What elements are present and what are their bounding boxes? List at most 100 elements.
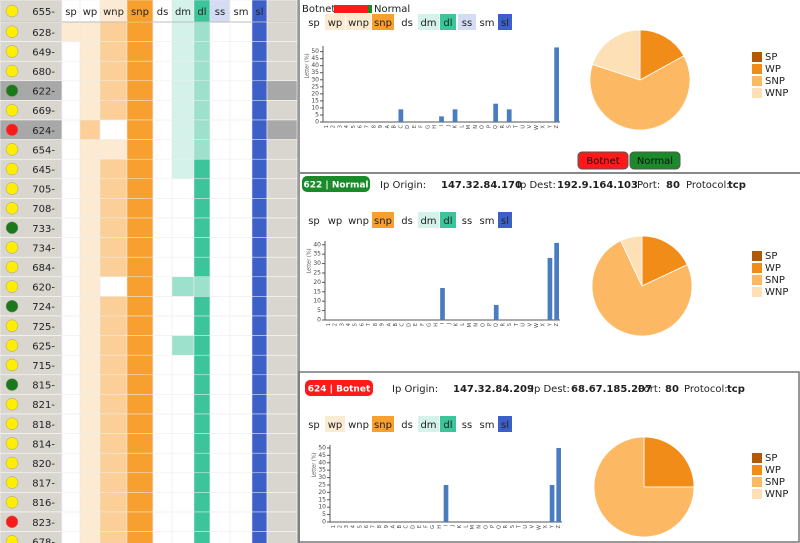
row-id[interactable]: 705- bbox=[32, 185, 55, 196]
row-id[interactable]: 817- bbox=[32, 479, 55, 490]
heat-cell bbox=[171, 531, 195, 543]
toggle-label[interactable]: dm bbox=[420, 216, 436, 227]
toggle-label[interactable]: ss bbox=[462, 18, 472, 29]
row-id[interactable]: 814- bbox=[32, 439, 55, 450]
row-id[interactable]: 649- bbox=[32, 47, 55, 58]
toggle-label[interactable]: wp bbox=[328, 420, 343, 431]
row-id[interactable]: 645- bbox=[32, 165, 55, 176]
toggle-label[interactable]: sl bbox=[501, 420, 509, 431]
row-id[interactable]: 820- bbox=[32, 459, 55, 470]
toggle-label[interactable]: sp bbox=[308, 18, 320, 29]
toggle-label[interactable]: snp bbox=[374, 420, 392, 431]
row-id[interactable]: 680- bbox=[32, 67, 55, 78]
row-id[interactable]: 734- bbox=[32, 243, 55, 254]
toggle-label[interactable]: dm bbox=[420, 420, 436, 431]
row-id[interactable]: 724- bbox=[32, 302, 55, 313]
column-header[interactable]: ss bbox=[215, 7, 225, 18]
row-id[interactable]: 655- bbox=[32, 7, 55, 18]
x-tick-label: 1 bbox=[331, 525, 337, 528]
row-id[interactable]: 684- bbox=[32, 263, 55, 274]
row-id[interactable]: 816- bbox=[32, 498, 55, 509]
toggle-button[interactable] bbox=[325, 14, 345, 30]
toggle-button[interactable] bbox=[372, 416, 394, 432]
toggle-label[interactable]: sm bbox=[480, 18, 495, 29]
tail-cell bbox=[266, 315, 298, 336]
toggle-label[interactable]: sm bbox=[480, 420, 495, 431]
row-id[interactable]: 669- bbox=[32, 106, 55, 117]
status-dot bbox=[5, 45, 19, 58]
filter-button[interactable] bbox=[577, 151, 629, 170]
toggle-button[interactable] bbox=[418, 416, 439, 432]
heat-cell bbox=[79, 80, 101, 101]
row-id[interactable]: 715- bbox=[32, 361, 55, 372]
x-tick-label: F bbox=[419, 125, 425, 128]
toggle-label[interactable]: ds bbox=[401, 216, 413, 227]
row-id[interactable]: 628- bbox=[32, 28, 55, 39]
toggle-label[interactable]: ds bbox=[401, 420, 413, 431]
toggle-label[interactable]: sp bbox=[308, 216, 320, 227]
toggle-label[interactable]: ds bbox=[401, 18, 413, 29]
field-label: Port: bbox=[638, 384, 661, 395]
row-id[interactable]: 818- bbox=[32, 420, 55, 431]
toggle-label[interactable]: wnp bbox=[348, 216, 369, 227]
x-tick-label: D bbox=[406, 323, 412, 327]
toggle-label[interactable]: wp bbox=[328, 216, 343, 227]
row-id[interactable]: 622- bbox=[32, 87, 55, 98]
row-id[interactable]: 733- bbox=[32, 224, 55, 235]
column-header[interactable]: wp bbox=[83, 7, 98, 18]
row-id[interactable]: 654- bbox=[32, 145, 55, 156]
toggle-label[interactable]: ss bbox=[462, 216, 472, 227]
toggle-label[interactable]: dl bbox=[443, 18, 452, 29]
toggle-button[interactable] bbox=[498, 416, 512, 432]
toggle-label[interactable]: dl bbox=[443, 420, 452, 431]
row-id[interactable]: 624- bbox=[32, 126, 55, 137]
heat-cell bbox=[61, 80, 81, 101]
column-header[interactable]: dl bbox=[197, 7, 206, 18]
row-id[interactable]: 625- bbox=[32, 341, 55, 352]
toggle-label[interactable]: dm bbox=[420, 18, 436, 29]
column-header[interactable]: ds bbox=[157, 7, 169, 18]
toggle-button[interactable] bbox=[440, 14, 456, 30]
toggle-button[interactable] bbox=[372, 212, 394, 228]
column-header[interactable]: dm bbox=[175, 7, 191, 18]
filter-button[interactable] bbox=[629, 151, 681, 170]
column-header[interactable]: wnp bbox=[103, 7, 124, 18]
column-header[interactable]: snp bbox=[131, 7, 149, 18]
column-header[interactable]: sl bbox=[256, 7, 264, 18]
toggle-label[interactable]: sl bbox=[501, 18, 509, 29]
heat-cell bbox=[229, 374, 253, 395]
toggle-label[interactable]: wp bbox=[328, 18, 343, 29]
toggle-button[interactable] bbox=[498, 14, 512, 30]
toggle-label[interactable]: sp bbox=[308, 420, 320, 431]
filter-button-label[interactable]: Normal bbox=[637, 156, 673, 167]
filter-button-label[interactable]: Botnet bbox=[586, 156, 619, 167]
toggle-label[interactable]: ss bbox=[462, 420, 472, 431]
toggle-button[interactable] bbox=[325, 416, 345, 432]
toggle-button[interactable] bbox=[418, 14, 439, 30]
toggle-label[interactable]: sl bbox=[501, 216, 509, 227]
column-header[interactable]: sp bbox=[65, 7, 77, 18]
row-id[interactable]: 815- bbox=[32, 381, 55, 392]
row-id[interactable]: 725- bbox=[32, 322, 55, 333]
toggle-button[interactable] bbox=[440, 212, 456, 228]
toggle-label[interactable]: wnp bbox=[348, 18, 369, 29]
row-id[interactable]: 708- bbox=[32, 204, 55, 215]
toggle-button[interactable] bbox=[458, 14, 476, 30]
column-header[interactable]: sm bbox=[234, 7, 249, 18]
row-id[interactable]: 821- bbox=[32, 400, 55, 411]
toggle-button[interactable] bbox=[440, 416, 456, 432]
row-id[interactable]: 620- bbox=[32, 283, 55, 294]
toggle-label[interactable]: snp bbox=[374, 216, 392, 227]
row-id[interactable]: 678- bbox=[32, 537, 55, 543]
toggle-button[interactable] bbox=[372, 14, 394, 30]
toggle-label[interactable]: sm bbox=[480, 216, 495, 227]
toggle-label[interactable]: snp bbox=[374, 18, 392, 29]
toggle-label[interactable]: wnp bbox=[348, 420, 369, 431]
heat-cell bbox=[171, 413, 195, 434]
toggle-button[interactable] bbox=[418, 212, 439, 228]
row-id[interactable]: 823- bbox=[32, 518, 55, 529]
toggle-label[interactable]: dl bbox=[443, 216, 452, 227]
toggle-button[interactable] bbox=[498, 212, 512, 228]
heat-cell bbox=[61, 100, 81, 121]
toggle-button[interactable] bbox=[346, 14, 371, 30]
